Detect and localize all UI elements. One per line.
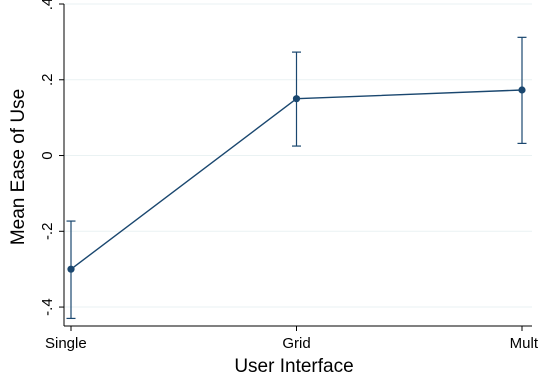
y-tick-label: .2	[39, 74, 56, 87]
series	[66, 36, 527, 320]
axes	[63, 4, 532, 327]
y-axis-ticks: -.4 -.2 0 .2 .4	[39, 0, 64, 316]
gridlines	[64, 3, 532, 308]
x-tick-label: Single	[45, 335, 87, 352]
y-tick-label: -.4	[39, 298, 56, 316]
data-point	[292, 95, 301, 103]
y-tick-label: -.2	[39, 223, 56, 241]
x-tick-label: Grid	[282, 335, 310, 352]
x-axis-title: User Interface	[234, 356, 353, 377]
x-tick-label: Mult	[510, 335, 538, 352]
x-axis-ticks: Single Grid Mult	[45, 326, 538, 352]
y-tick-label: .4	[39, 0, 56, 10]
y-axis-title: Mean Ease of Use	[8, 89, 29, 245]
data-point	[67, 265, 75, 273]
y-tick-label: 0	[39, 151, 56, 159]
data-point	[518, 86, 526, 94]
